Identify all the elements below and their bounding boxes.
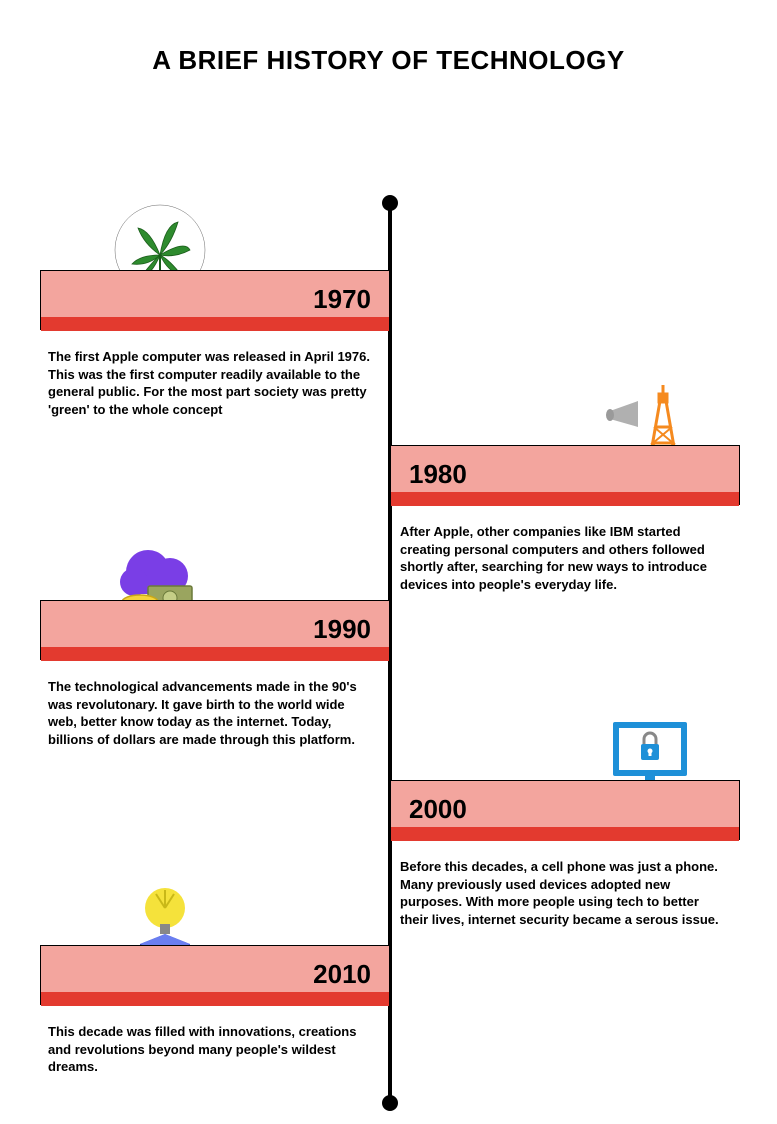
entry-description: Before this decades, a cell phone was ju… xyxy=(390,858,720,928)
entry-1990: 1990 The technological advancements made… xyxy=(40,600,390,748)
entry-2000: 2000 Before this decades, a cell phone w… xyxy=(390,780,740,928)
year-label: 1990 xyxy=(313,614,371,645)
year-label: 1970 xyxy=(313,284,371,315)
bar-bottom xyxy=(41,992,389,1006)
year-label: 2000 xyxy=(409,794,467,825)
entry-2010: 2010 This decade was filled with innovat… xyxy=(40,945,390,1076)
year-label: 2010 xyxy=(313,959,371,990)
year-bar: 2010 xyxy=(40,945,390,1005)
year-bar: 1970 xyxy=(40,270,390,330)
year-bar: 1990 xyxy=(40,600,390,660)
year-bar: 1980 xyxy=(390,445,740,505)
year-bar: 2000 xyxy=(390,780,740,840)
year-label: 1980 xyxy=(409,459,467,490)
bar-bottom xyxy=(391,827,739,841)
bar-bottom xyxy=(41,647,389,661)
page-title: A BRIEF HISTORY OF TECHNOLOGY xyxy=(0,45,777,76)
bar-bottom xyxy=(391,492,739,506)
entry-description: The first Apple computer was released in… xyxy=(40,348,370,418)
entry-1980: 1980 After Apple, other companies like I… xyxy=(390,445,740,593)
entry-description: After Apple, other companies like IBM st… xyxy=(390,523,720,593)
bar-bottom xyxy=(41,317,389,331)
timeline-dot-top xyxy=(382,195,398,211)
entry-description: The technological advancements made in t… xyxy=(40,678,370,748)
entry-1970: 1970 The first Apple computer was releas… xyxy=(40,270,390,418)
timeline-dot-bottom xyxy=(382,1095,398,1111)
entry-description: This decade was filled with innovations,… xyxy=(40,1023,370,1076)
